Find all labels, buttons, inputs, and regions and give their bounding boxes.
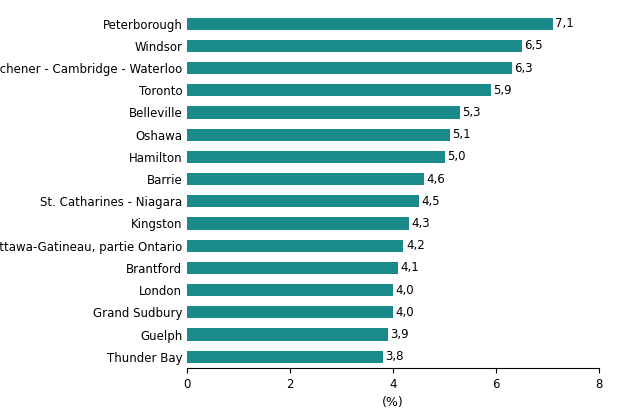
Bar (187, 84, 491, 97)
Bar (187, 40, 522, 52)
X-axis label: (%): (%) (383, 396, 404, 409)
Bar (187, 262, 398, 274)
Text: 6,5: 6,5 (524, 39, 543, 52)
Bar (187, 240, 403, 252)
Text: 7,1: 7,1 (555, 17, 574, 30)
Bar (187, 106, 460, 119)
Bar (187, 306, 393, 319)
Text: 4,6: 4,6 (427, 173, 446, 186)
Text: 4,1: 4,1 (401, 261, 419, 274)
Bar (187, 151, 444, 163)
Text: 4,2: 4,2 (406, 239, 425, 252)
Bar (187, 62, 512, 74)
Bar (187, 18, 553, 30)
Text: 4,0: 4,0 (396, 306, 414, 319)
Text: 4,5: 4,5 (421, 195, 440, 208)
Bar (187, 284, 393, 296)
Text: 5,1: 5,1 (452, 128, 471, 141)
Bar (187, 173, 424, 185)
Text: 3,8: 3,8 (386, 350, 404, 363)
Bar (187, 217, 409, 229)
Text: 4,3: 4,3 (411, 217, 430, 230)
Text: 5,9: 5,9 (494, 84, 512, 97)
Bar (187, 351, 383, 363)
Text: 6,3: 6,3 (514, 61, 533, 74)
Text: 5,3: 5,3 (462, 106, 481, 119)
Bar (187, 129, 450, 141)
Text: 4,0: 4,0 (396, 284, 414, 297)
Text: 5,0: 5,0 (447, 150, 466, 163)
Bar (187, 195, 419, 207)
Bar (187, 329, 388, 341)
Text: 3,9: 3,9 (391, 328, 409, 341)
